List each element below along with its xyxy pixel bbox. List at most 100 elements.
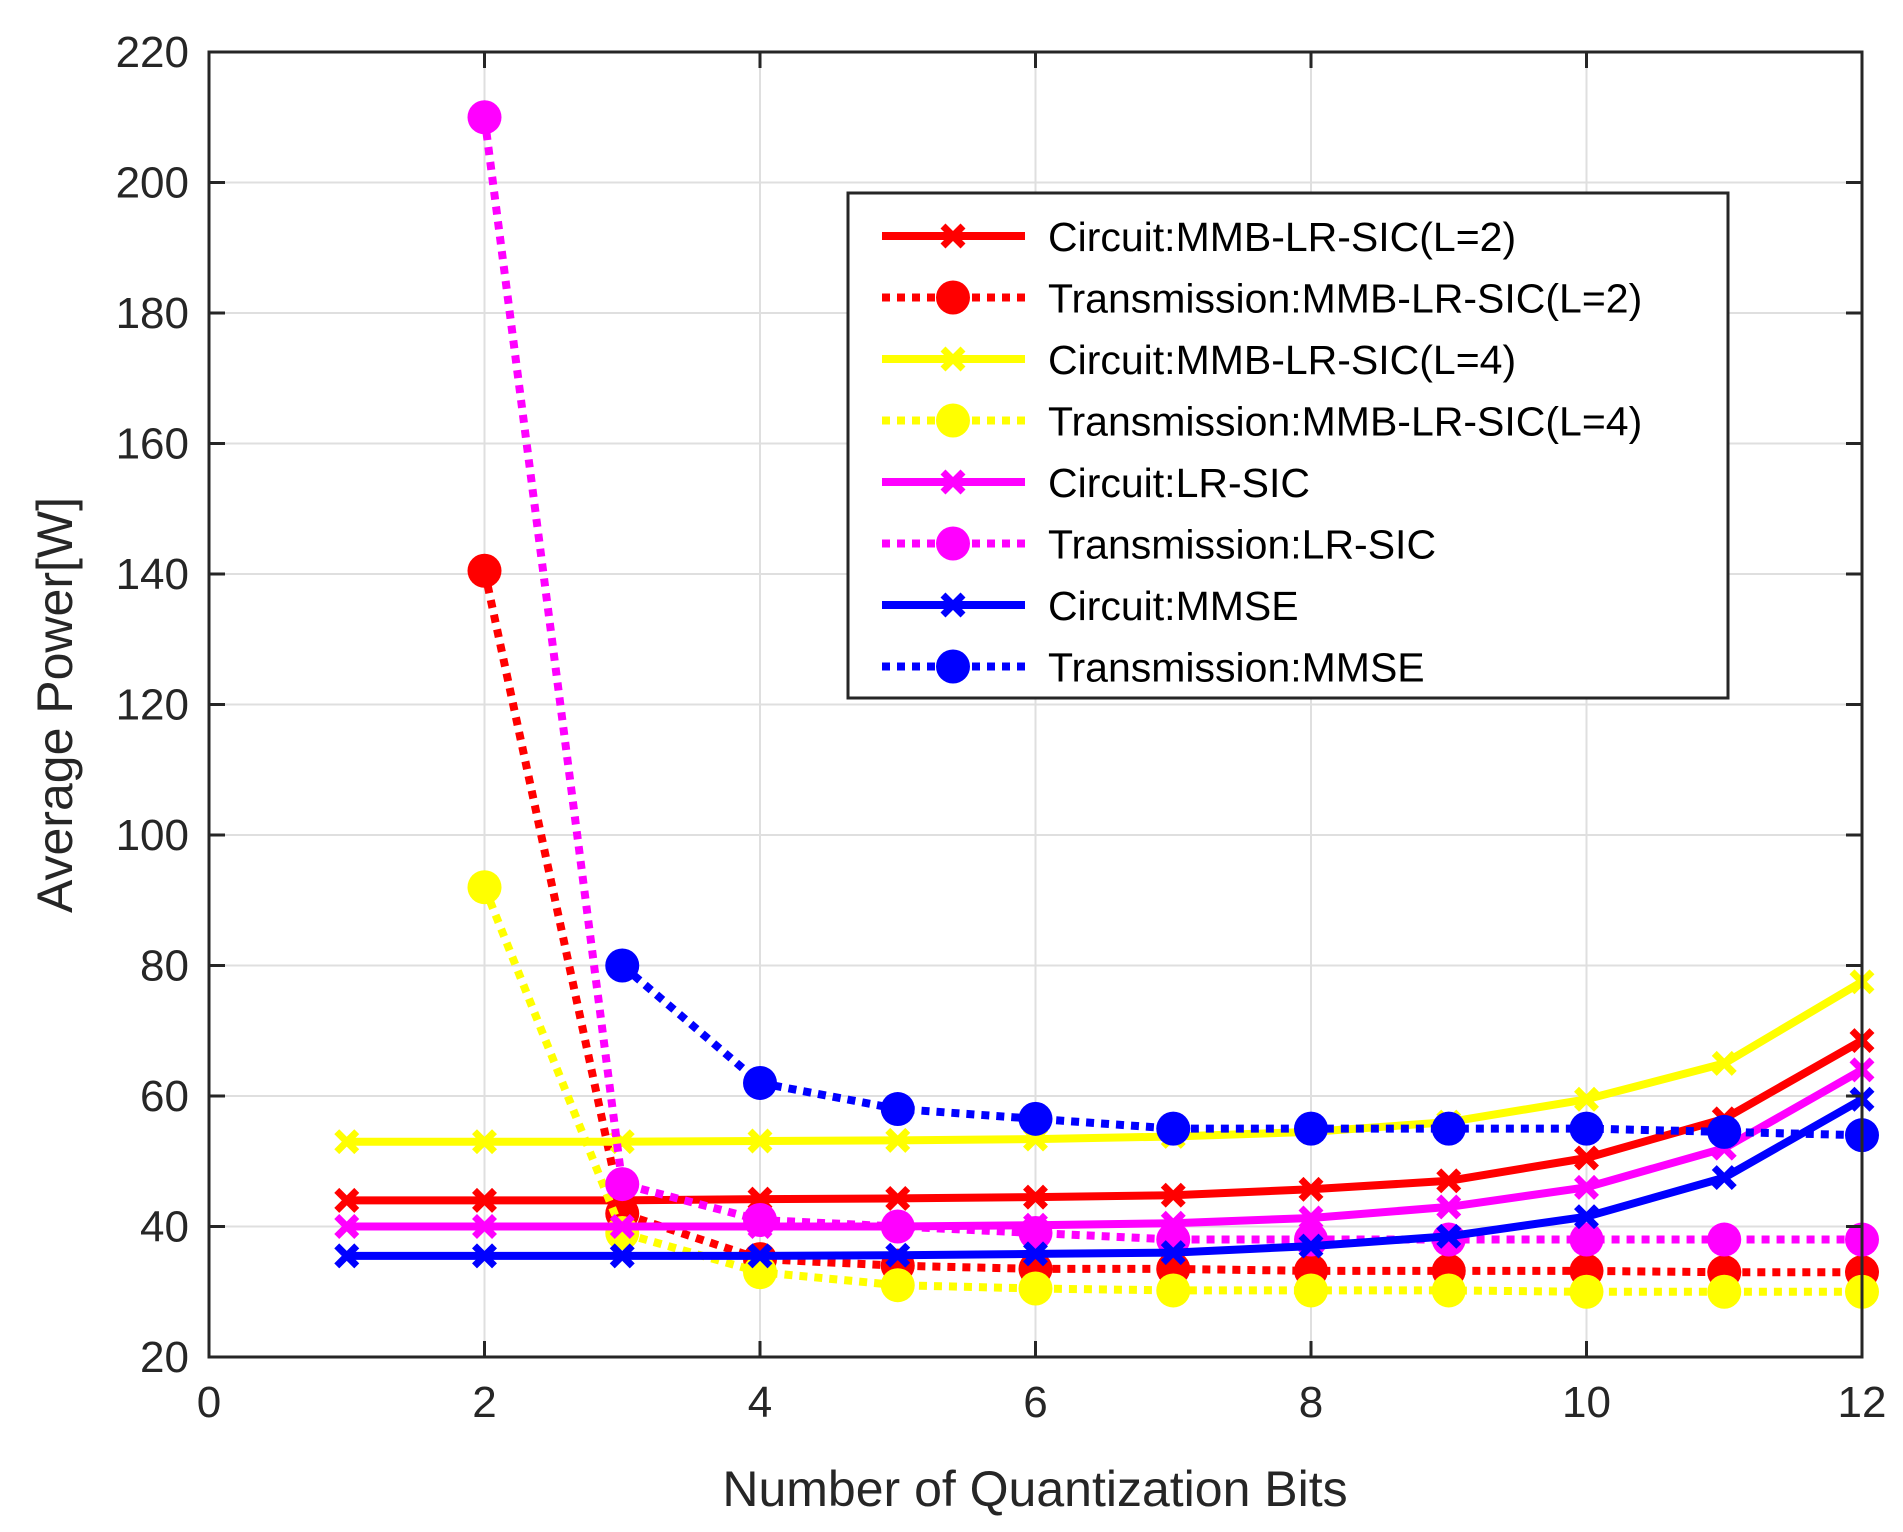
data-point [743,1202,777,1237]
legend-label: Circuit:MMB-LR-SIC(L=4) [1048,337,1516,383]
legend-marker [940,346,966,372]
y-tick-label: 140 [116,550,189,599]
legend-marker [936,403,970,438]
data-point [1431,1111,1466,1146]
legend-entry: Transmission:MMB-LR-SIC(L=4) [882,399,1642,445]
data-point [1156,1273,1191,1308]
legend-label: Circuit:MMB-LR-SIC(L=2) [1048,214,1516,260]
data-point [1707,1274,1742,1309]
legend-label: Circuit:LR-SIC [1048,460,1310,506]
series-line [619,962,1863,1140]
legend-entry: Circuit:MMB-LR-SIC(L=2) [882,214,1516,260]
data-point [1023,1241,1048,1267]
legend-entry: Circuit:MMB-LR-SIC(L=4) [882,337,1516,383]
series-7 [605,948,1879,1153]
data-point [472,1214,497,1239]
legend-entry: Circuit:LR-SIC [882,460,1310,506]
series-line [346,1037,1864,1205]
x-tick-label: 0 [197,1378,221,1427]
y-tick-label: 20 [140,1333,189,1382]
data-point [1569,1274,1604,1309]
legend-label: Transmission:MMSE [1048,645,1425,691]
data-point [467,553,502,588]
data-point [1569,1111,1604,1146]
data-point [1574,1174,1599,1200]
data-point [472,1187,497,1213]
y-tick-label: 60 [140,1072,189,1121]
x-tick-label: 2 [472,1378,496,1427]
data-point [1018,1271,1053,1306]
series-line [346,1095,1864,1260]
y-tick-label: 80 [140,942,189,991]
data-point [747,1128,773,1154]
data-point [1711,1050,1737,1076]
data-point [334,1243,360,1269]
series-0 [334,1028,1875,1213]
tick-labels: 0 2 4 6 8 10 12 20 40 60 80 100 120 140 160 180 200 220 [116,28,1887,1427]
data-point [1574,1086,1599,1112]
data-point [1023,1184,1048,1210]
x-tick-label: 4 [748,1378,772,1427]
x-axis-label: Number of Quantization Bits [722,1461,1347,1517]
data-point [609,1243,635,1269]
legend-marker [936,280,970,315]
data-point [1294,1222,1328,1257]
ticks [207,50,1864,1359]
data-point [1574,1204,1599,1230]
data-point [472,1129,497,1155]
series-line [346,1066,1864,1231]
data-point [334,1214,360,1239]
data-point [1431,1273,1466,1308]
legend-marker [936,526,970,561]
data-point [472,1243,497,1269]
legend-label: Transmission:LR-SIC [1048,522,1436,568]
x-tick-label: 6 [1023,1378,1047,1427]
data-point [1160,1182,1186,1208]
series-line [346,978,1865,1146]
y-tick-label: 100 [116,811,189,860]
data-point [880,1268,915,1303]
data-point [1018,1216,1053,1251]
data-point [1294,1111,1328,1146]
data-point [467,870,502,905]
y-tick-label: 220 [116,28,189,77]
data-point [747,1243,773,1269]
x-tick-label: 8 [1299,1378,1323,1427]
data-point [609,1214,635,1239]
legend-entry: Transmission:LR-SIC [882,522,1436,568]
x-tick-label: 12 [1838,1378,1887,1427]
data-point [885,1242,911,1268]
legend-label: Circuit:MMSE [1048,583,1299,629]
legend-entry: Transmission:MMB-LR-SIC(L=2) [882,276,1642,322]
data-point [1707,1222,1742,1257]
legend-entry: Transmission:MMSE [882,645,1425,691]
legend: Circuit:MMB-LR-SIC(L=2) Transmission:MMB-… [846,191,1730,700]
data-point [1436,1194,1462,1220]
legend-marker [936,649,970,684]
data-point [1436,1168,1462,1194]
series-layer [334,100,1879,1309]
data-point [1160,1240,1186,1266]
data-point [1436,1223,1462,1249]
series-5 [467,100,1879,1257]
legend-marker [940,469,966,495]
data-point [1018,1101,1053,1136]
data-point [1711,1165,1737,1191]
x-tick-label: 10 [1562,1378,1611,1427]
data-point [885,1127,911,1153]
y-tick-label: 200 [116,159,189,208]
y-tick-label: 40 [140,1203,189,1252]
series-line [480,116,1862,1244]
y-tick-label: 120 [116,681,189,730]
data-point [1298,1233,1324,1259]
data-point [334,1187,360,1213]
data-point [880,1209,915,1244]
legend-marker [940,223,966,249]
data-point [605,1167,640,1202]
data-point [880,1092,915,1127]
series-6 [334,1086,1875,1269]
data-point [1569,1222,1604,1257]
y-tick-label: 180 [116,289,189,338]
data-point [605,948,640,983]
